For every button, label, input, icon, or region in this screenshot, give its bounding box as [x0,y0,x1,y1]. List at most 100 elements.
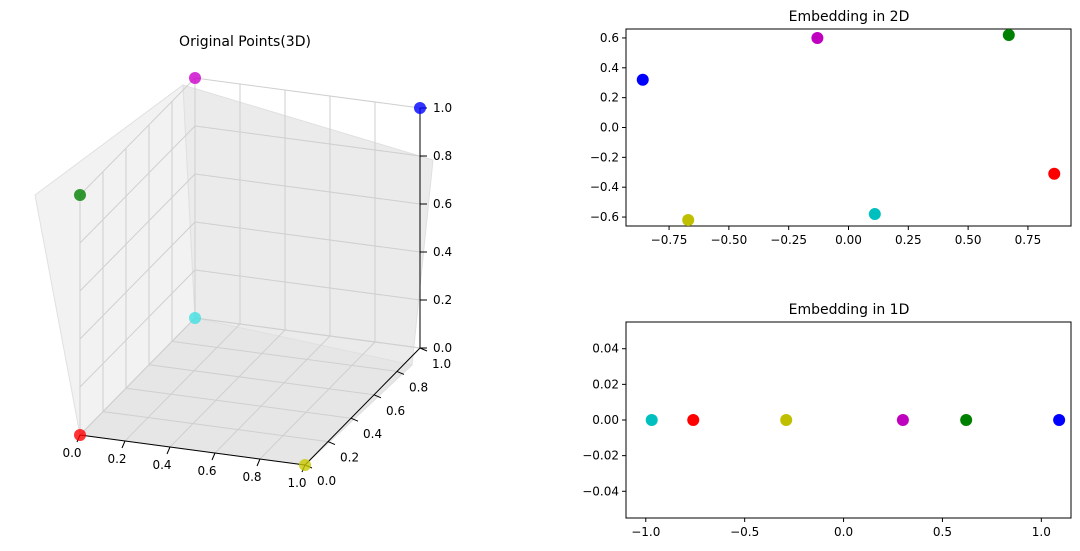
x-tick-label: 0.4 [152,458,171,472]
plot-3d: Original Points(3D) 0.0 0.2 0.4 0.6 0.8 1.0 0.… [34,34,452,490]
z-tick-label: 0.8 [433,149,452,163]
y-tick-mark [327,441,336,446]
y-tick-mark [396,370,405,375]
axes-frame-2d [625,28,1072,227]
axes-3d: 0.0 0.2 0.4 0.6 0.8 1.0 0.0 0.2 0.4 0.6 0.8 1.0 0.0 0… [62,101,452,490]
grid-line [79,125,196,244]
data-point [74,189,86,201]
grid-line [194,221,421,253]
grid-line [124,323,241,442]
data-point [1002,28,1015,41]
grid-line [102,411,329,443]
y-tick-label: 0.02 [592,377,619,391]
ticks-1d: −1.0 −0.5 0.0 0.5 1.0 0.04 0.02 0.00 −0.02 −0.04 [582,342,1051,539]
z-tick-label: 0.4 [433,245,452,259]
y-tick-label: 0.0 [317,474,336,488]
points-1d [645,414,1066,426]
x-tick-label: 0.0 [834,525,853,539]
x-tick-label: 0.75 [1015,233,1042,247]
grid-line [148,364,375,396]
grid-line [79,77,196,196]
y-tick-label: 0.00 [592,413,619,427]
data-point [1053,414,1066,426]
points-3d [74,72,426,471]
grid-line [125,387,352,419]
x-tick-label: −0.5 [730,525,759,539]
data-point [868,208,881,221]
grid-line [79,221,196,340]
data-point [414,102,426,114]
data-point [189,72,201,84]
grid-line [194,77,421,109]
grid-line [79,269,196,388]
data-point [687,414,700,426]
y-tick-label: 0.2 [340,451,359,465]
y-tick-label: −0.4 [590,180,619,194]
x-tick-label: 0.00 [835,233,862,247]
grid-line [171,340,398,372]
x-tick-label: 0.50 [955,233,982,247]
y-tick-label: 0.4 [363,427,382,441]
x-tick-label: 0.6 [197,464,216,478]
data-point [682,214,695,227]
y-tick-label: 0.6 [386,404,405,418]
plot-2d: Embedding in 2D −0.75 −0.50 −0.25 0.00 0.25 0… [590,9,1072,247]
ticks-2d: −0.75 −0.50 −0.25 0.00 0.25 0.50 0.75 0.6 0.4 0.2… [590,31,1041,247]
grid-line [214,335,331,454]
title-1d: Embedding in 1D [789,302,910,318]
y-tick-label: 0.0 [600,121,619,135]
data-point [780,414,793,426]
data-point [811,31,824,44]
y-tick-label: 0.2 [600,91,619,105]
z-tick-label: 0.6 [433,197,452,211]
z-tick-label: 0.2 [433,293,452,307]
y-tick-mark [373,394,382,399]
x-tick-mark [211,452,216,461]
grid-line [79,317,196,436]
data-point [189,312,201,324]
grid-line [79,173,196,292]
y-tick-mark [350,417,359,422]
x-tick-mark [121,440,126,449]
grid-line [194,269,421,301]
x-axis-line [79,434,306,466]
title-2d: Embedding in 2D [789,9,910,25]
points-2d [636,28,1061,227]
y-tick-label: −0.02 [582,449,619,463]
data-point [299,459,311,471]
z-tick-label: 1.0 [433,101,452,115]
x-tick-label: 1.0 [287,476,306,490]
x-tick-label: 0.2 [107,452,126,466]
y-tick-label: 1.0 [432,357,451,371]
y-tick-label: 0.04 [592,342,619,356]
y-tick-label: 0.8 [409,380,428,394]
grid-line [194,317,421,349]
x-tick-label: 0.25 [895,233,922,247]
x-tick-label: −0.25 [770,233,807,247]
y-tick-label: −0.6 [590,210,619,224]
data-point [645,414,658,426]
y-tick-label: −0.2 [590,150,619,164]
data-point [960,414,973,426]
grid-line [194,125,421,157]
x-tick-label: 1.0 [1032,525,1051,539]
data-point [74,429,86,441]
title-3d: Original Points(3D) [179,34,311,50]
grid-line [169,329,286,448]
x-tick-mark [166,446,171,455]
data-point [896,414,909,426]
y-axis-line [304,347,421,466]
x-tick-label: 0.5 [933,525,952,539]
data-point [1048,167,1061,180]
data-point [636,73,649,86]
x-tick-label: −1.0 [631,525,660,539]
y-tick-label: 0.6 [600,31,619,45]
y-tick-label: 0.4 [600,61,619,75]
grid-line [259,341,376,460]
z-tick-label: 0.0 [433,341,452,355]
y-tick-label: −0.04 [582,484,619,498]
x-tick-label: 0.8 [242,470,261,484]
grid-line [194,173,421,205]
x-tick-mark [256,458,261,467]
